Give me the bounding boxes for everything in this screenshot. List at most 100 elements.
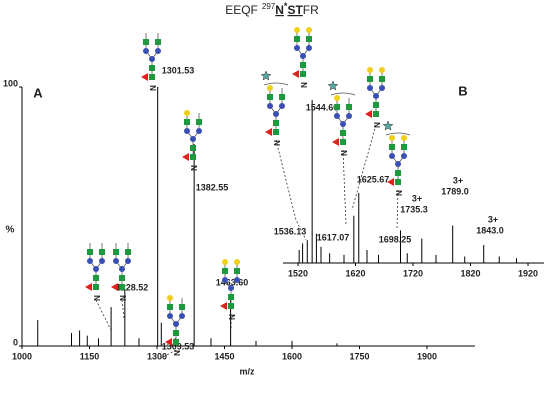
leader	[396, 189, 399, 231]
glcnac	[228, 303, 234, 309]
peak-label: 1843.0	[476, 225, 504, 235]
glcnac	[190, 154, 196, 160]
x-tick-label: 1450	[214, 351, 234, 361]
glcnac	[93, 275, 99, 281]
glcnac	[222, 268, 228, 274]
glcnac	[279, 94, 285, 100]
mannose	[155, 48, 161, 54]
mannose	[179, 313, 185, 319]
fucose	[182, 153, 189, 161]
glcnac	[395, 179, 401, 185]
x-tick-label: 1520	[288, 268, 308, 278]
galactose	[389, 135, 395, 141]
glcnac	[401, 144, 407, 150]
mannose	[367, 85, 373, 91]
galactose	[184, 110, 190, 116]
galactose	[167, 295, 173, 301]
bracket	[385, 132, 411, 136]
glycan: N	[260, 70, 289, 146]
glcnac	[373, 102, 379, 108]
glcnac	[119, 275, 125, 281]
fucose	[220, 302, 227, 310]
glcnac	[125, 249, 131, 255]
glcnac	[179, 304, 185, 310]
peak-label: 1382.55	[196, 182, 229, 192]
attachment-label: N	[148, 85, 157, 91]
mannose	[395, 161, 401, 167]
mannose	[119, 266, 125, 272]
glycan: N	[292, 27, 312, 88]
galactose	[267, 85, 273, 91]
glcnac	[346, 104, 352, 110]
x-tick-label: 1000	[12, 351, 32, 361]
panel-label: A	[33, 85, 43, 100]
mannose	[306, 45, 312, 51]
leader	[121, 299, 125, 319]
charge-label: 3+	[453, 175, 463, 185]
fucose	[365, 110, 372, 118]
mannose	[196, 128, 202, 134]
galactose	[401, 135, 407, 141]
mannose	[228, 285, 234, 291]
attachment-label: N	[372, 122, 381, 128]
x-axis-label: m/z	[239, 366, 255, 376]
galactose	[234, 259, 240, 265]
peak-label: 1301.53	[162, 65, 195, 75]
peak-label: 1544.60	[306, 102, 339, 112]
glcnac	[367, 76, 373, 82]
fucose	[111, 283, 118, 291]
mannose	[279, 103, 285, 109]
mannose	[379, 85, 385, 91]
galactose	[334, 95, 340, 101]
mannose	[267, 103, 273, 109]
attachment-label: N	[272, 140, 281, 146]
attachment-label: N	[92, 295, 101, 301]
title-prefix: EEQF	[225, 3, 258, 17]
x-tick-label: 1820	[460, 268, 480, 278]
glcnac	[334, 104, 340, 110]
title-suffix: FR	[303, 3, 319, 17]
y-tick-label: 0	[13, 337, 18, 347]
peak-label: 1228.52	[116, 282, 149, 292]
fucose	[141, 73, 148, 81]
glcnac	[234, 268, 240, 274]
glcnac	[306, 36, 312, 42]
glycan: N	[365, 67, 385, 128]
fucose	[292, 70, 299, 78]
attachment-label: N	[189, 165, 198, 171]
glcnac	[395, 170, 401, 176]
mannose	[300, 53, 306, 59]
mannose	[149, 56, 155, 62]
galactose	[294, 27, 300, 33]
mannose	[143, 48, 149, 54]
leader-lines	[95, 124, 399, 359]
glycan: N	[382, 120, 411, 196]
mannose	[93, 266, 99, 272]
glcnac	[379, 76, 385, 82]
glcnac	[300, 62, 306, 68]
glcnac	[155, 39, 161, 45]
mannose	[294, 45, 300, 51]
mannose	[334, 113, 340, 119]
peak-label: 1617.07	[317, 232, 350, 242]
galactose	[222, 259, 228, 265]
charge-label: 3+	[488, 214, 498, 224]
y-tick-label: 100	[3, 78, 18, 88]
fucose	[165, 338, 172, 346]
glcnac	[300, 71, 306, 77]
title-mark: *	[284, 1, 288, 11]
attachment-label: N	[118, 295, 127, 301]
glcnac	[190, 145, 196, 151]
fucose	[265, 128, 272, 136]
glcnac	[294, 36, 300, 42]
galactose	[367, 67, 373, 73]
mannose	[184, 128, 190, 134]
glcnac	[93, 284, 99, 290]
glycan: N	[165, 295, 185, 356]
panel-label: B	[458, 83, 467, 98]
fucose	[387, 178, 394, 186]
title-site: 297	[262, 2, 276, 11]
glycan: N	[182, 110, 202, 171]
mannose	[346, 113, 352, 119]
